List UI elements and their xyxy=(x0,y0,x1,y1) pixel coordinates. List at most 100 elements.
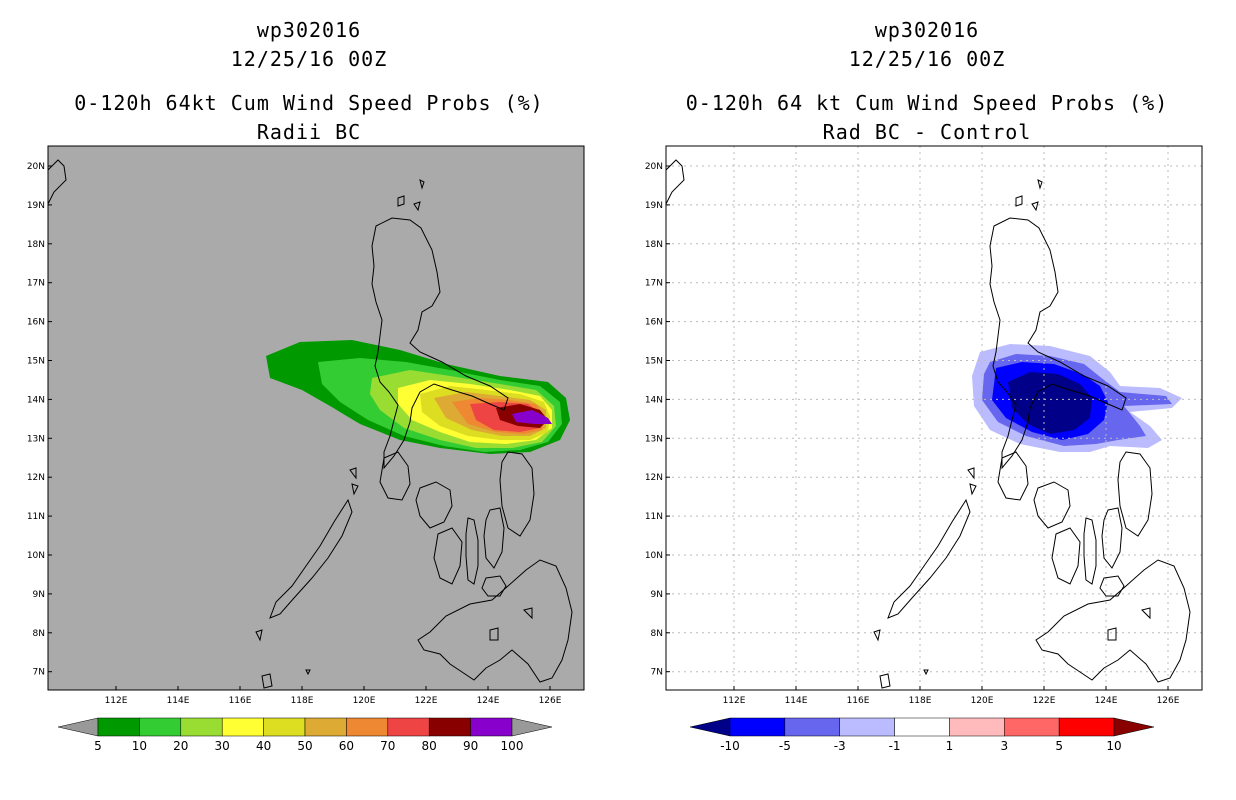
lat-label: 8N xyxy=(651,629,663,639)
colorbar-label: 50 xyxy=(297,739,312,753)
colorbar-label: 5 xyxy=(94,739,102,753)
coastline xyxy=(483,507,505,569)
colorbar-segment xyxy=(97,717,140,737)
coastline xyxy=(489,627,499,641)
lon-label: 124E xyxy=(477,696,500,706)
coastline xyxy=(371,217,509,470)
lat-label: 16N xyxy=(645,318,663,328)
lat-label: 18N xyxy=(27,240,45,250)
coastline xyxy=(351,483,359,496)
coastline xyxy=(1015,195,1023,207)
storm-id: wp302016 xyxy=(256,18,362,42)
lon-label: 126E xyxy=(539,696,562,706)
coastline xyxy=(255,629,263,642)
map-frame xyxy=(665,145,1203,691)
coastline xyxy=(379,451,411,501)
colorbar-label: -10 xyxy=(720,739,740,753)
lat-label: 19N xyxy=(645,201,663,211)
colorbar-segment xyxy=(894,717,950,737)
coastline xyxy=(397,195,405,207)
colorbar-segment xyxy=(221,717,264,737)
lon-label: 118E xyxy=(909,696,932,706)
coastline xyxy=(415,481,453,529)
coastline xyxy=(969,483,977,496)
map-title: 0-120h 64kt Cum Wind Speed Probs (%) xyxy=(74,91,544,115)
lon-label: 118E xyxy=(291,696,314,706)
lon-label: 124E xyxy=(1095,696,1118,706)
lat-label: 13N xyxy=(27,434,45,444)
colorbar-segment xyxy=(428,717,471,737)
lat-label: 17N xyxy=(27,279,45,289)
colorbar-label: 10 xyxy=(1106,739,1121,753)
colorbar-segment xyxy=(839,717,895,737)
coastline xyxy=(879,673,891,689)
coastline xyxy=(481,575,507,597)
coastline xyxy=(413,201,421,212)
lon-label: 114E xyxy=(167,696,190,706)
lat-label: 12N xyxy=(645,473,663,483)
coastline xyxy=(1083,517,1097,585)
lat-label: 8N xyxy=(33,629,45,639)
coastline xyxy=(1035,559,1191,683)
lon-label: 116E xyxy=(229,696,252,706)
lat-label: 15N xyxy=(645,357,663,367)
colorbar-label: 30 xyxy=(215,739,230,753)
lon-label: 114E xyxy=(785,696,808,706)
coastline xyxy=(523,607,533,620)
lat-label: 19N xyxy=(27,201,45,211)
coastline xyxy=(1141,607,1151,620)
lat-label: 11N xyxy=(645,512,663,522)
forecast-date: 12/25/16 00Z xyxy=(848,47,1006,71)
coastline xyxy=(465,517,479,585)
lat-label: 9N xyxy=(33,590,45,600)
lon-label: 120E xyxy=(971,696,994,706)
colorbar-label: -3 xyxy=(834,739,846,753)
coastline xyxy=(1101,507,1123,569)
lat-label: 11N xyxy=(27,512,45,522)
map-title: 0-120h 64 kt Cum Wind Speed Probs (%) xyxy=(685,91,1169,115)
coastline xyxy=(433,527,463,585)
coastline xyxy=(305,669,311,676)
coastline xyxy=(1031,201,1039,212)
lat-label: 7N xyxy=(33,668,45,678)
colorbar-label: 40 xyxy=(256,739,271,753)
lat-label: 12N xyxy=(27,473,45,483)
coastline xyxy=(1051,527,1081,585)
lat-label: 10N xyxy=(27,551,45,561)
forecast-date: 12/25/16 00Z xyxy=(230,47,388,71)
colorbar-arrow-high xyxy=(1113,717,1155,737)
storm-id: wp302016 xyxy=(874,18,980,42)
lat-label: 15N xyxy=(27,357,45,367)
colorbar-label: 5 xyxy=(1055,739,1063,753)
colorbar-label: 90 xyxy=(463,739,478,753)
coastline xyxy=(1033,481,1071,529)
lat-label: 20N xyxy=(27,162,45,172)
coastline xyxy=(1107,627,1117,641)
colorbar-label: 70 xyxy=(380,739,395,753)
map-left: 20N 19N 18N 17N 16N 15N 14N 13N 12N 11N 10N 9N 8N 7N 1… xyxy=(27,145,585,753)
colorbar-segment xyxy=(949,717,1005,737)
lat-label: 13N xyxy=(645,434,663,444)
colorbar-arrow-low xyxy=(689,717,731,737)
colorbar-label: 20 xyxy=(173,739,188,753)
coastline xyxy=(873,629,881,642)
coastline xyxy=(1099,575,1125,597)
colorbar-segment xyxy=(1058,717,1115,737)
lat-label: 14N xyxy=(645,395,663,405)
colorbar-label: 3 xyxy=(1000,739,1008,753)
colorbar-arrow-low xyxy=(57,717,99,737)
colorbar-arrow-high xyxy=(511,717,553,737)
coastline xyxy=(1037,179,1043,190)
panel-radii-bc: wp302016 12/25/16 00Z 0-120h 64kt Cum Wi… xyxy=(27,18,585,753)
lat-label: 7N xyxy=(651,668,663,678)
coastline xyxy=(1117,451,1153,537)
colorbar-label: -1 xyxy=(889,739,901,753)
lat-label: 16N xyxy=(27,318,45,328)
colorbar-segment xyxy=(470,717,513,737)
lat-label: 18N xyxy=(645,240,663,250)
coastline xyxy=(419,179,425,190)
coastline xyxy=(967,467,975,480)
colorbar-label: -5 xyxy=(779,739,791,753)
map-frame xyxy=(47,145,585,691)
panel-rad-bc-control: wp302016 12/25/16 00Z 0-120h 64 kt Cum W… xyxy=(618,0,1236,800)
